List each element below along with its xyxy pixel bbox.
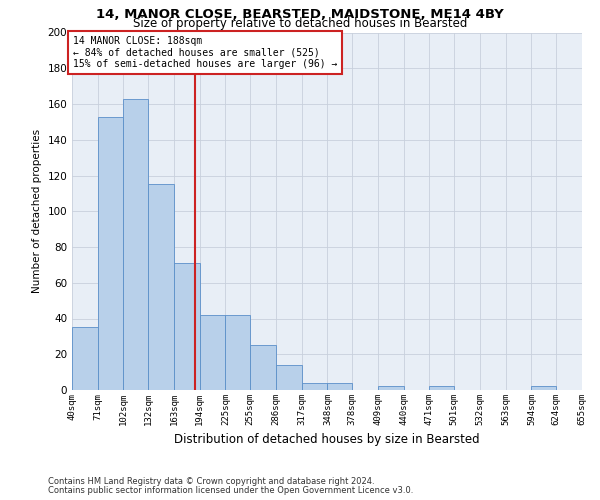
Bar xyxy=(148,184,174,390)
Bar xyxy=(174,263,200,390)
X-axis label: Distribution of detached houses by size in Bearsted: Distribution of detached houses by size … xyxy=(174,434,480,446)
Bar xyxy=(98,116,124,390)
Text: Size of property relative to detached houses in Bearsted: Size of property relative to detached ho… xyxy=(133,18,467,30)
Text: 14 MANOR CLOSE: 188sqm
← 84% of detached houses are smaller (525)
15% of semi-de: 14 MANOR CLOSE: 188sqm ← 84% of detached… xyxy=(73,36,337,70)
Text: Contains public sector information licensed under the Open Government Licence v3: Contains public sector information licen… xyxy=(48,486,413,495)
Text: Contains HM Land Registry data © Crown copyright and database right 2024.: Contains HM Land Registry data © Crown c… xyxy=(48,477,374,486)
Bar xyxy=(532,386,556,390)
Y-axis label: Number of detached properties: Number of detached properties xyxy=(32,129,42,294)
Bar xyxy=(200,315,226,390)
Bar xyxy=(276,365,302,390)
Bar xyxy=(378,386,404,390)
Bar xyxy=(226,315,250,390)
Bar xyxy=(124,98,148,390)
Bar xyxy=(302,383,328,390)
Bar xyxy=(250,346,276,390)
Text: 14, MANOR CLOSE, BEARSTED, MAIDSTONE, ME14 4BY: 14, MANOR CLOSE, BEARSTED, MAIDSTONE, ME… xyxy=(96,8,504,20)
Bar xyxy=(328,383,352,390)
Bar xyxy=(72,328,98,390)
Bar xyxy=(430,386,454,390)
